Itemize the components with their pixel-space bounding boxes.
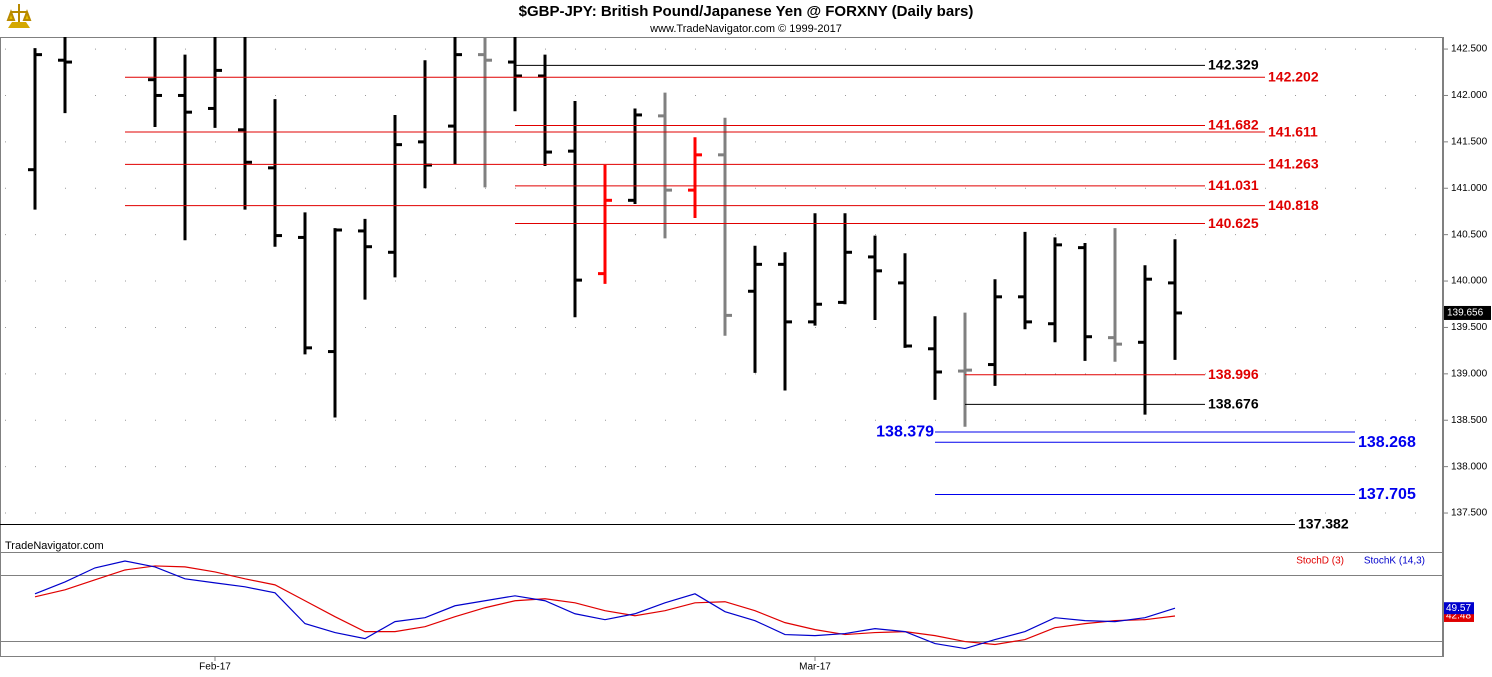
level-label: 138.268 [1358, 434, 1416, 451]
chart-title: $GBP-JPY: British Pound/Japanese Yen @ F… [519, 3, 974, 20]
level-label: 141.611 [1268, 123, 1318, 139]
level-label: 141.682 [1208, 117, 1259, 133]
watermark: TradeNavigator.com [5, 540, 104, 552]
y-tick-label: 142.000 [1451, 90, 1488, 101]
level-label: 137.705 [1358, 486, 1416, 503]
chart-subtitle: www.TradeNavigator.com © 1999-2017 [649, 23, 842, 35]
stoch-line [34, 560, 1176, 650]
y-tick-label: 141.000 [1451, 183, 1488, 194]
main-plot [0, 37, 1443, 514]
legend-entry: StochK (14,3) [1364, 556, 1425, 567]
level-label: 142.329 [1208, 57, 1259, 73]
last-value-label: 42.48 [1446, 611, 1471, 622]
level-label: 140.625 [1208, 215, 1259, 231]
last-price-label: 139.656 [1447, 308, 1484, 319]
level-label: 137.382 [1298, 516, 1349, 532]
y-tick-label: 139.500 [1451, 322, 1488, 333]
level-label: 138.379 [876, 424, 934, 441]
y-tick-label: 138.500 [1451, 415, 1488, 426]
x-tick-label: Mar-17 [799, 662, 831, 673]
level-label: 141.031 [1208, 177, 1259, 193]
legend-entry: StochD (3) [1296, 556, 1344, 567]
level-label: 141.263 [1268, 156, 1319, 172]
level-label: 140.818 [1268, 197, 1319, 213]
plot-border [0, 37, 1443, 657]
level-label: 138.676 [1208, 396, 1259, 412]
last-price-box [1444, 305, 1491, 320]
last-value-label: 49.57 [1446, 603, 1471, 614]
stoch-line [34, 565, 1176, 646]
level-label: 138.996 [1208, 366, 1259, 382]
y-tick-label: 139.000 [1451, 368, 1488, 379]
level-label: 142.202 [1268, 68, 1319, 84]
y-tick-label: 141.500 [1451, 136, 1488, 147]
y-tick-label: 137.500 [1451, 508, 1488, 519]
last-value-box [1444, 602, 1474, 615]
x-tick-label: Feb-17 [199, 662, 231, 673]
y-tick-label: 140.000 [1451, 276, 1488, 287]
y-tick-label: 142.500 [1451, 44, 1488, 55]
y-tick-label: 138.000 [1451, 461, 1488, 472]
y-tick-label: 140.500 [1451, 229, 1488, 240]
logo [6, 4, 32, 28]
